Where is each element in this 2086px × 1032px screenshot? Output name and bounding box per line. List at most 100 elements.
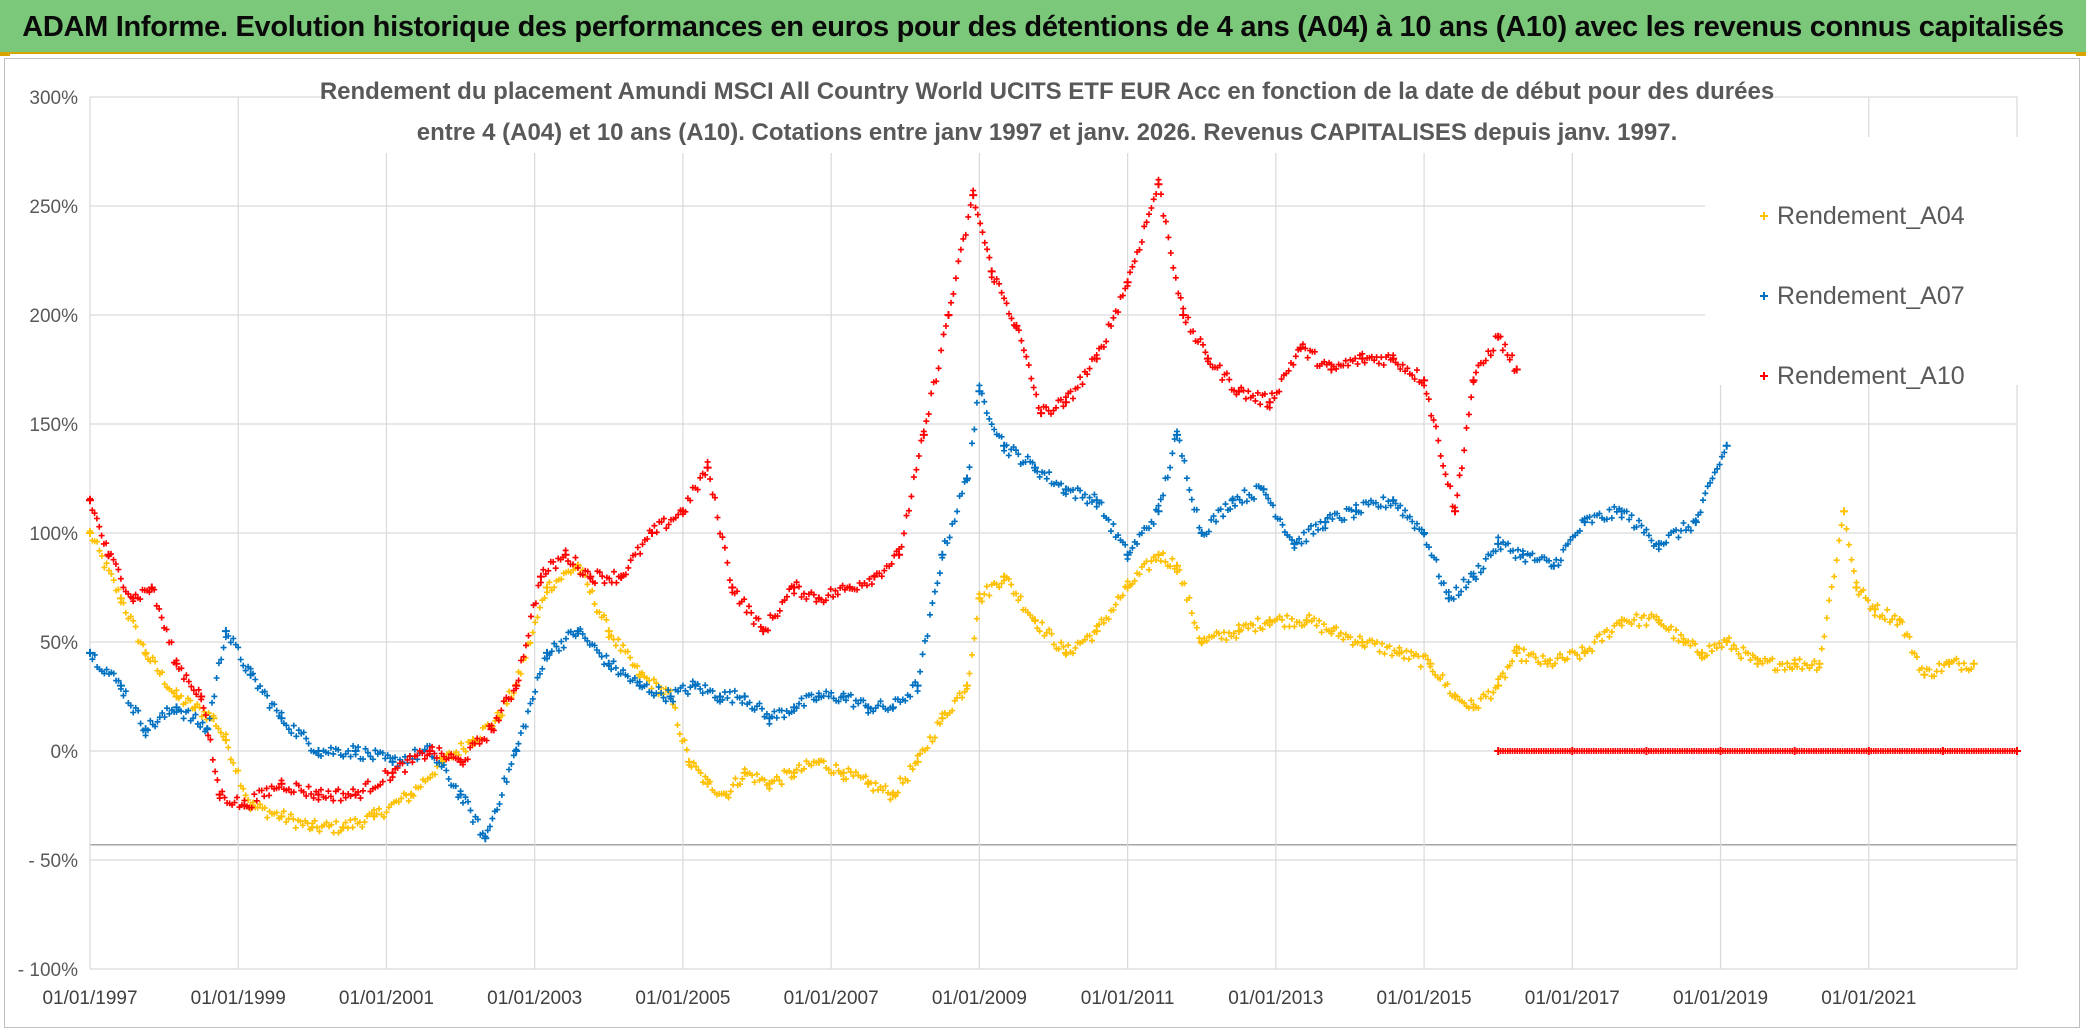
- data-point: [1167, 464, 1174, 471]
- data-point: [1735, 651, 1742, 657]
- data-point: [1148, 558, 1155, 565]
- data-point: [986, 592, 993, 599]
- data-point: [295, 782, 302, 789]
- data-point: [938, 714, 947, 723]
- title-background: [327, 61, 1767, 153]
- data-point: [1081, 636, 1088, 643]
- data-point: [1110, 607, 1117, 613]
- data-point: [1265, 398, 1274, 407]
- data-point: [1252, 628, 1259, 635]
- data-point: [327, 744, 334, 751]
- data-point: [1747, 656, 1754, 663]
- data-point: [227, 639, 234, 646]
- data-point: [1013, 590, 1019, 597]
- data-point: [1167, 563, 1174, 570]
- data-point: [1354, 361, 1361, 367]
- data-point: [1560, 546, 1567, 553]
- data-point: [828, 689, 835, 696]
- data-point: [1611, 503, 1618, 510]
- data-point: [498, 792, 505, 798]
- data-point: [1173, 561, 1181, 570]
- data-point: [1790, 659, 1799, 668]
- data-point: [1281, 529, 1288, 536]
- data-point: [1327, 511, 1333, 518]
- data-point: [1223, 637, 1230, 643]
- data-point: [822, 597, 829, 604]
- series-rendement-a10: [86, 176, 1521, 811]
- data-point: [476, 740, 483, 747]
- data-point: [1606, 506, 1613, 513]
- data-point: [388, 757, 397, 766]
- data-point: [550, 558, 557, 565]
- data-point: [1296, 343, 1305, 352]
- data-point: [1092, 354, 1101, 363]
- data-point: [421, 755, 428, 762]
- data-point: [808, 691, 815, 698]
- data-point: [1158, 191, 1164, 198]
- data-point: [185, 707, 192, 714]
- data-point: [1740, 644, 1747, 651]
- data-point: [1843, 525, 1850, 532]
- data-point: [1704, 652, 1710, 659]
- data-point: [1371, 357, 1378, 364]
- data-point: [1453, 584, 1460, 591]
- data-point: [362, 745, 369, 752]
- data-point: [377, 781, 384, 788]
- data-point: [907, 693, 914, 700]
- data-point: [1154, 180, 1163, 189]
- data-point: [927, 611, 933, 618]
- data-point: [634, 663, 641, 670]
- data-point: [1806, 665, 1813, 672]
- data-point: [1386, 643, 1393, 650]
- data-point: [1312, 521, 1319, 528]
- data-point: [1227, 506, 1234, 513]
- data-point: [523, 642, 529, 649]
- data-point: [608, 666, 615, 673]
- data-point: [1048, 410, 1054, 417]
- data-point: [230, 760, 237, 766]
- data-point: [1451, 507, 1459, 516]
- data-point: [1439, 672, 1446, 678]
- data-point: [579, 571, 586, 578]
- data-point: [383, 809, 390, 816]
- data-point: [536, 604, 543, 611]
- data-point: [1329, 516, 1336, 522]
- data-point: [1377, 503, 1384, 510]
- data-point: [1043, 404, 1050, 411]
- data-point: [868, 581, 875, 588]
- data-point: [1302, 616, 1311, 625]
- data-point: [1352, 507, 1361, 516]
- data-point: [1711, 469, 1718, 476]
- data-point: [316, 828, 323, 835]
- data-point: [624, 673, 631, 680]
- data-point: [1490, 347, 1497, 354]
- data-point: [1968, 666, 1975, 672]
- data-point: [1673, 626, 1680, 633]
- data-point: [206, 715, 213, 722]
- data-point: [1711, 641, 1718, 648]
- data-point: [195, 686, 202, 693]
- data-point: [431, 771, 438, 778]
- data-point: [164, 705, 170, 712]
- data-point: [910, 474, 917, 481]
- data-point: [299, 822, 306, 829]
- data-point: [1468, 394, 1475, 401]
- data-point: [790, 768, 799, 777]
- data-point: [977, 220, 984, 227]
- data-point: [1494, 332, 1503, 341]
- data-point: [235, 644, 242, 651]
- data-point: [407, 790, 416, 799]
- data-point: [543, 583, 551, 592]
- data-point: [1579, 644, 1586, 651]
- data-point: [1334, 510, 1341, 517]
- data-point: [221, 627, 230, 636]
- data-point: [929, 600, 936, 607]
- data-point: [625, 564, 632, 571]
- data-point: [1033, 391, 1040, 398]
- data-point: [773, 773, 780, 780]
- data-point: [1969, 659, 1978, 668]
- data-point: [662, 698, 669, 705]
- data-point: [1276, 613, 1283, 620]
- data-point: [205, 732, 212, 739]
- data-point: [1003, 300, 1010, 307]
